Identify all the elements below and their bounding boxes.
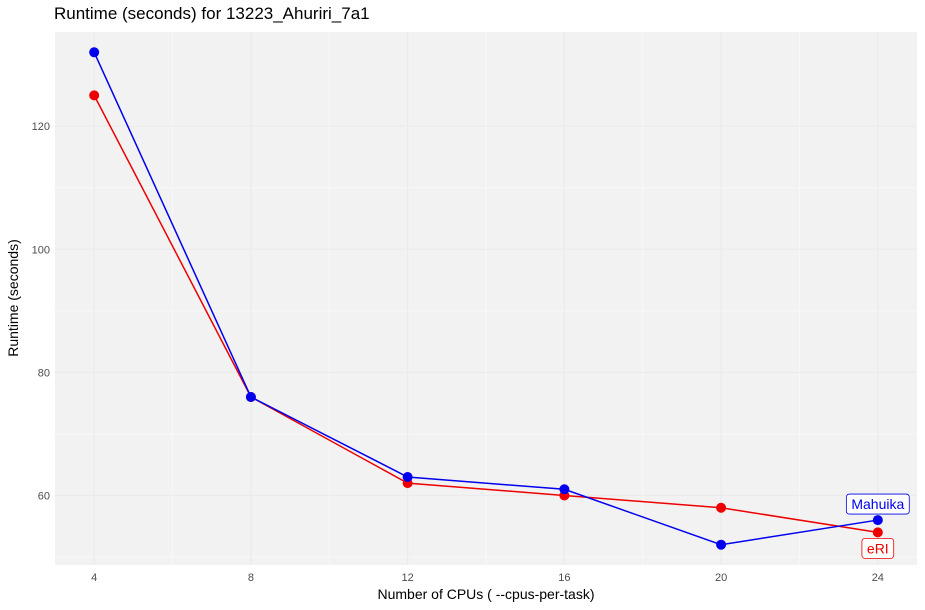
- x-axis-label: Number of CPUs ( --cpus-per-task): [377, 586, 594, 602]
- series-label-text: Mahuika: [851, 496, 904, 512]
- series-label-text: eRI: [867, 540, 889, 556]
- x-tick-label: 12: [402, 572, 414, 584]
- y-tick-label: 100: [32, 244, 50, 256]
- y-axis-ticks: 60 80 100 120: [32, 121, 50, 502]
- chart-title: Runtime (seconds) for 13223_Ahuriri_7a1: [54, 4, 370, 23]
- y-tick-label: 120: [32, 121, 50, 133]
- x-tick-label: 8: [248, 572, 254, 584]
- series-label-box: [845, 493, 910, 515]
- series-line-mahuika: [93, 52, 878, 546]
- data-point-mahuika: [559, 484, 570, 495]
- x-axis-ticks: 4 8 12 16 20 24: [91, 572, 884, 584]
- data-point-eri: [89, 90, 100, 101]
- data-point-mahuika: [245, 391, 256, 402]
- y-tick-label: 60: [38, 490, 50, 502]
- x-tick-label: 24: [872, 572, 884, 584]
- data-point-eri: [716, 502, 727, 513]
- series-end-labels: Mahuika eRI: [845, 493, 910, 559]
- series-group: [89, 47, 883, 550]
- y-axis-label: Runtime (seconds): [5, 239, 21, 357]
- series-label-mahuika: Mahuika: [845, 493, 910, 515]
- data-point-mahuika: [402, 471, 413, 482]
- x-tick-label: 16: [558, 572, 570, 584]
- data-point-mahuika: [716, 539, 727, 550]
- series-label-eri: eRI: [861, 537, 895, 559]
- series-line-eri: [93, 95, 878, 534]
- data-point-eri: [872, 527, 883, 538]
- series-label-box: [861, 537, 895, 559]
- data-point-mahuika: [89, 47, 100, 58]
- x-tick-label: 4: [91, 572, 97, 584]
- y-tick-label: 80: [38, 367, 50, 379]
- grid-lines: [55, 32, 917, 565]
- x-tick-label: 20: [715, 572, 727, 584]
- data-point-mahuika: [872, 515, 883, 526]
